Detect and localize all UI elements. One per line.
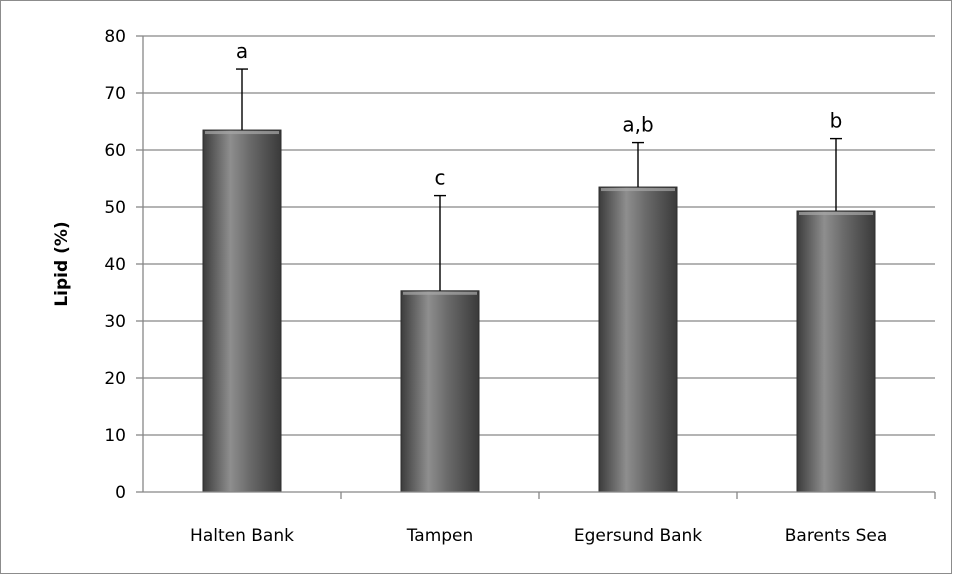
axes [136, 35, 936, 499]
x-category-label: Egersund Bank [574, 526, 702, 546]
bar-annotation: c [435, 166, 446, 190]
y-tick-label: 60 [104, 141, 126, 161]
bar-top-highlight [601, 188, 675, 192]
error-bars [236, 68, 842, 291]
bar-annotation: a [236, 39, 248, 63]
y-tick-label: 30 [104, 312, 126, 332]
bar [400, 290, 480, 493]
bar-annotation: a,b [622, 113, 653, 137]
bar-top-highlight [403, 291, 477, 295]
bar [796, 210, 876, 493]
x-category-label: Tampen [406, 526, 474, 546]
y-tick-label: 80 [104, 27, 126, 47]
y-tick-label: 50 [104, 198, 126, 218]
x-category-label: Halten Bank [190, 526, 294, 546]
bar-annotation: b [830, 109, 843, 133]
y-tick-label: 40 [104, 255, 126, 275]
x-category-label: Barents Sea [785, 526, 888, 546]
bar [202, 129, 282, 493]
bar-top-highlight [205, 131, 279, 135]
y-tick-label: 70 [104, 84, 126, 104]
bar-top-highlight [799, 211, 873, 215]
labels: 0 10 20 30 40 50 60 70 80 a Halten Bank c Tampen a,b E… [104, 27, 887, 546]
y-axis-title: Lipid (%) [52, 221, 72, 306]
y-tick-label: 0 [115, 483, 126, 503]
bars [202, 129, 876, 493]
y-tick-label: 10 [104, 426, 126, 446]
bar [598, 186, 678, 493]
y-tick-label: 20 [104, 369, 126, 389]
